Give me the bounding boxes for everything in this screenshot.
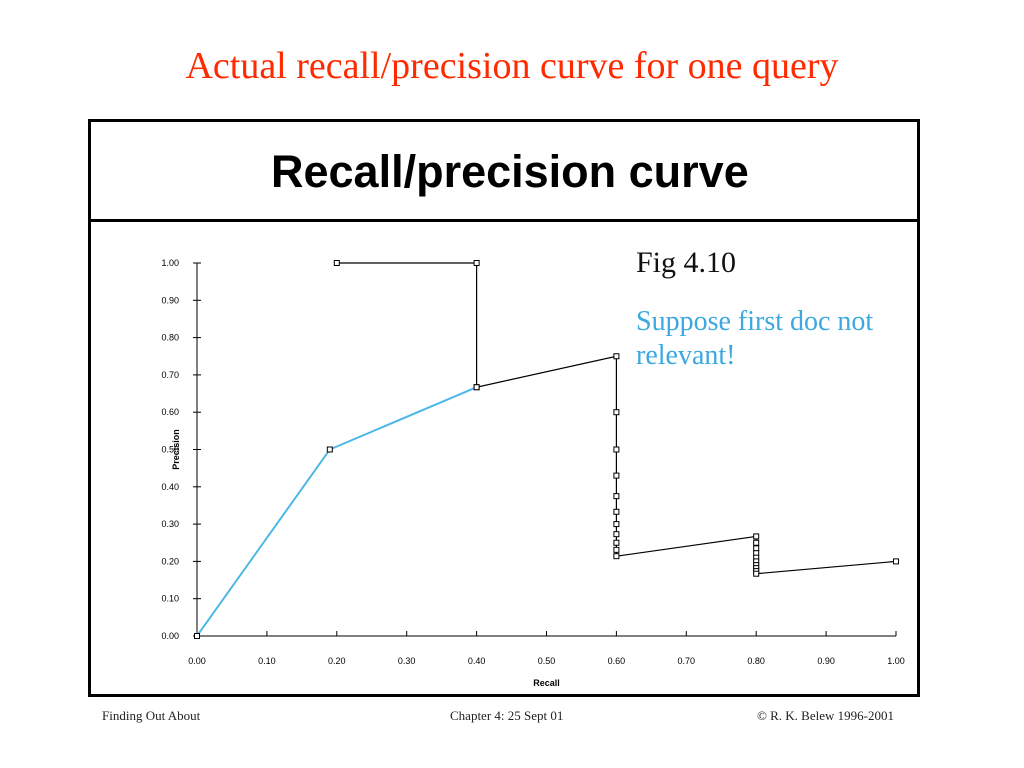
y-tick-label: 0.30 [161, 519, 179, 529]
data-point-actual [753, 545, 760, 552]
y-tick-label: 0.90 [161, 295, 179, 305]
y-tick-label: 1.00 [161, 258, 179, 268]
data-point-actual [333, 260, 340, 266]
data-point-actual [753, 539, 760, 546]
x-tick-label: 0.50 [538, 656, 556, 666]
data-point-actual [613, 353, 620, 360]
data-point-actual [613, 553, 620, 560]
data-point-actual [613, 446, 620, 453]
y-tick-label: 0.70 [161, 370, 179, 380]
data-point-actual [613, 546, 620, 553]
y-tick-label: 0.20 [161, 556, 179, 566]
series-line-first_doc_not_relevant [196, 386, 477, 637]
x-tick-label: 0.70 [678, 656, 696, 666]
y-axis-label: Precision [171, 429, 181, 470]
x-axis-label: Recall [533, 678, 560, 688]
y-tick-label: 0.50 [161, 445, 179, 455]
y-tick-label: 0.80 [161, 333, 179, 343]
data-point-first_doc_not_relevant [473, 384, 480, 391]
figure-frame: Recall/precision curve [88, 119, 920, 697]
data-point-actual [893, 558, 899, 565]
x-tick-label: 0.80 [747, 656, 765, 666]
y-tick-label: 0.40 [161, 482, 179, 492]
data-point-first_doc_not_relevant [326, 446, 333, 453]
footer-chapter: Chapter 4: 25 Sept 01 [450, 708, 564, 723]
y-tick-label: 0.60 [161, 407, 179, 417]
data-point-actual [753, 570, 760, 577]
x-tick-label: 0.10 [258, 656, 276, 666]
x-tick-label: 0.40 [468, 656, 486, 666]
y-tick-label: 0.00 [161, 631, 179, 641]
x-tick-label: 0.90 [817, 656, 835, 666]
data-point-actual [613, 493, 620, 500]
annotation-first-doc-not-relevant: Suppose first doc not relevant! [636, 306, 874, 371]
data-point-first_doc_not_relevant [194, 633, 200, 639]
data-point-actual [473, 260, 480, 266]
data-point-actual [613, 508, 620, 515]
data-point-actual [613, 409, 620, 416]
data-point-actual [613, 472, 620, 479]
x-tick-label: 0.20 [328, 656, 346, 666]
x-tick-label: 0.30 [398, 656, 416, 666]
data-point-actual [613, 521, 620, 528]
footer-book-title: Finding Out About [102, 708, 201, 723]
x-tick-label: 0.00 [188, 656, 206, 666]
figure-header: Recall/precision curve [91, 122, 917, 222]
figure-header-title: Recall/precision curve [271, 146, 749, 197]
data-point-actual [753, 533, 760, 540]
data-point-actual [613, 539, 620, 546]
x-tick-label: 0.60 [608, 656, 626, 666]
slide-title: Actual recall/precision curve for one qu… [185, 45, 839, 87]
footer-copyright: © R. K. Belew 1996-2001 [757, 708, 894, 723]
data-point-actual [613, 531, 620, 538]
y-tick-label: 0.10 [161, 594, 179, 604]
x-tick-label: 1.00 [887, 656, 905, 666]
figure-label: Fig 4.10 [636, 246, 737, 279]
